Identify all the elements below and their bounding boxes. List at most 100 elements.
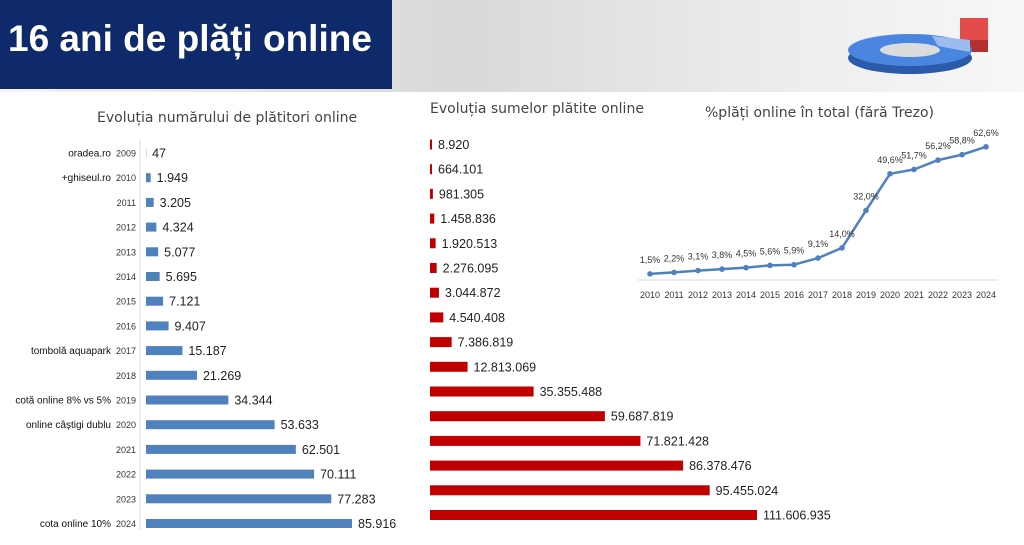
- payers-bar: [146, 247, 159, 257]
- payers-bar: [146, 395, 229, 405]
- share-year-label: 2017: [808, 290, 828, 300]
- share-value-label: 51,7%: [901, 150, 927, 160]
- payers-year-label: 2024: [116, 519, 136, 529]
- share-point: [671, 269, 677, 276]
- amounts-value-label: 981.305: [439, 187, 484, 201]
- share-value-label: 32,0%: [853, 191, 879, 201]
- payers-year-label: 2023: [116, 494, 136, 504]
- payers-year-label: 2021: [116, 445, 136, 455]
- share-value-label: 62,6%: [973, 128, 999, 138]
- payers-value-label: 4.324: [162, 221, 193, 235]
- share-point: [815, 255, 821, 261]
- amounts-bar: [430, 139, 432, 150]
- share-year-label: 2011: [664, 290, 683, 300]
- payers-value-label: 85.916: [358, 517, 396, 531]
- share-year-label: 2024: [976, 290, 996, 300]
- share-point: [911, 166, 917, 173]
- amounts-chart-title: Evoluția sumelor plătite online: [430, 101, 644, 117]
- amounts-bar: [430, 164, 432, 175]
- share-value-label: 5,6%: [760, 246, 781, 256]
- payers-bar: [146, 519, 352, 528]
- payers-bar: [146, 173, 151, 183]
- amounts-bar: [430, 213, 435, 224]
- amounts-value-label: 2.276.095: [443, 262, 499, 276]
- share-point: [887, 171, 893, 177]
- payers-value-label: 15.187: [188, 344, 226, 358]
- share-value-label: 3,1%: [688, 252, 709, 262]
- share-year-label: 2012: [688, 290, 708, 300]
- amounts-value-label: 71.821.428: [646, 434, 709, 448]
- amounts-bar: [430, 485, 710, 496]
- share-value-label: 9,1%: [808, 239, 829, 249]
- payers-year-label: 2009: [116, 149, 136, 159]
- share-point: [767, 262, 773, 269]
- amounts-bar: [430, 188, 433, 199]
- payers-bar: [146, 469, 315, 479]
- share-point: [647, 271, 653, 277]
- payers-bar: [146, 222, 157, 232]
- share-value-label: 49,6%: [877, 155, 903, 165]
- amounts-bar: [430, 411, 605, 422]
- amounts-bar: [430, 386, 534, 397]
- share-year-label: 2014: [736, 290, 756, 300]
- amounts-bar: [430, 510, 757, 520]
- amounts-bar: [430, 337, 452, 348]
- share-year-label: 2019: [856, 290, 876, 300]
- share-value-label: 3,8%: [712, 250, 733, 260]
- share-year-label: 2016: [784, 290, 804, 300]
- amounts-value-label: 4.540.408: [449, 311, 505, 325]
- payers-year-label: 2014: [116, 272, 136, 282]
- payers-annotation-label: cota online 10%: [40, 519, 111, 530]
- share-point: [935, 157, 941, 163]
- payers-year-label: 2020: [116, 420, 136, 430]
- payers-value-label: 3.205: [160, 196, 191, 210]
- amounts-bar: [430, 435, 641, 446]
- payers-year-label: 2011: [117, 198, 136, 208]
- share-point: [791, 261, 797, 268]
- payers-bar: [146, 346, 183, 356]
- payers-bar: [146, 197, 154, 207]
- payers-value-label: 7.121: [169, 295, 200, 309]
- share-year-label: 2018: [832, 290, 852, 300]
- amounts-bar: [430, 287, 439, 298]
- amounts-value-label: 664.101: [438, 163, 483, 177]
- payers-value-label: 5.695: [166, 270, 197, 284]
- amounts-bar: [430, 238, 436, 249]
- payers-value-label: 21.269: [203, 369, 241, 383]
- payers-year-label: 2012: [116, 223, 136, 233]
- share-point: [959, 151, 965, 158]
- payers-value-label: 5.077: [164, 245, 195, 259]
- payers-value-label: 1.949: [157, 171, 188, 185]
- amounts-value-label: 86.378.476: [689, 459, 752, 473]
- payers-year-label: 2010: [116, 173, 136, 183]
- amounts-value-label: 1.458.836: [440, 212, 496, 226]
- payers-bar: [146, 494, 332, 504]
- share-point: [983, 143, 989, 150]
- payers-year-label: 2013: [116, 247, 136, 257]
- share-value-label: 2,2%: [664, 253, 685, 263]
- amounts-value-label: 8.920: [438, 138, 469, 152]
- share-value-label: 14,0%: [829, 229, 855, 239]
- ring-logo-icon: [848, 18, 988, 74]
- amounts-bar: [430, 460, 684, 471]
- share-chart-title: %plăți online în total (fără Trezo): [705, 105, 935, 121]
- share-point: [719, 266, 725, 272]
- payers-value-label: 9.407: [175, 319, 206, 333]
- share-value-label: 4,5%: [736, 249, 757, 259]
- payers-value-label: 47: [152, 147, 166, 161]
- payers-value-label: 62.501: [302, 443, 340, 457]
- payers-value-label: 53.633: [281, 418, 319, 432]
- amounts-value-label: 3.044.872: [445, 286, 501, 300]
- payers-bar: [146, 420, 275, 430]
- payers-value-label: 77.283: [337, 492, 375, 506]
- amounts-value-label: 59.687.819: [611, 410, 674, 424]
- share-year-label: 2022: [928, 290, 948, 300]
- amounts-bar: [430, 312, 444, 323]
- amounts-bar: [430, 361, 468, 372]
- payers-year-label: 2017: [116, 346, 136, 356]
- payers-bar: [146, 321, 169, 331]
- payers-year-label: 2016: [116, 321, 136, 331]
- amounts-value-label: 7.386.819: [458, 336, 514, 350]
- payers-bar: [146, 296, 164, 306]
